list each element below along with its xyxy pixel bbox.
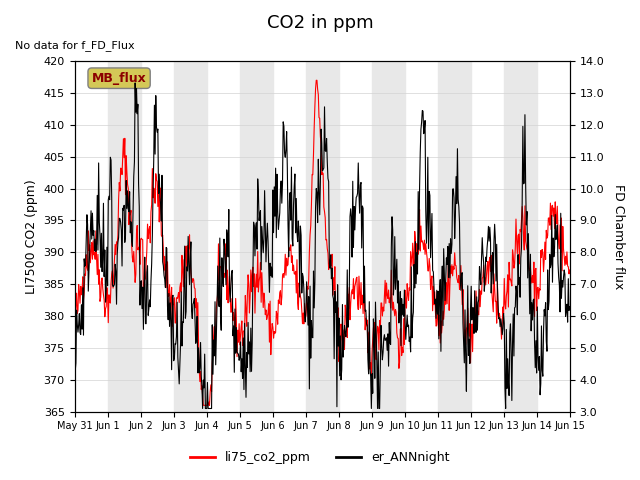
Bar bbox=[438, 61, 470, 412]
Bar bbox=[504, 61, 537, 412]
Text: MB_flux: MB_flux bbox=[92, 72, 147, 84]
Text: No data for f_FD_Flux: No data for f_FD_Flux bbox=[15, 40, 135, 51]
Bar bbox=[108, 61, 141, 412]
Y-axis label: LI7500 CO2 (ppm): LI7500 CO2 (ppm) bbox=[25, 179, 38, 294]
Bar bbox=[239, 61, 273, 412]
Bar bbox=[173, 61, 207, 412]
Legend: li75_co2_ppm, er_ANNnight: li75_co2_ppm, er_ANNnight bbox=[186, 446, 454, 469]
Text: CO2 in ppm: CO2 in ppm bbox=[267, 14, 373, 33]
Bar bbox=[372, 61, 404, 412]
Bar bbox=[306, 61, 339, 412]
Y-axis label: FD Chamber flux: FD Chamber flux bbox=[612, 184, 625, 289]
